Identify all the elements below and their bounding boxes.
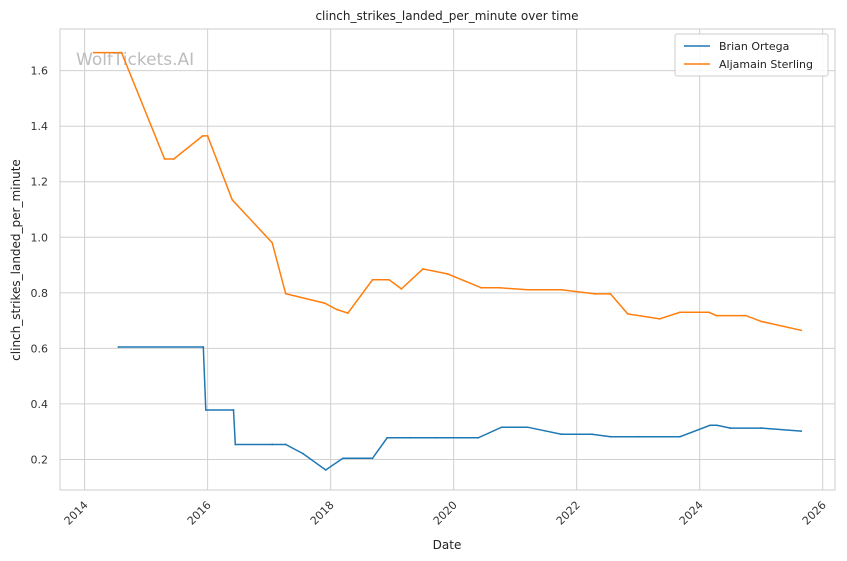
- y-tick-label: 1.4: [31, 120, 49, 133]
- data-point: [637, 435, 640, 438]
- x-axis-label: Date: [433, 538, 462, 552]
- data-point: [715, 314, 718, 317]
- data-point: [231, 198, 234, 201]
- y-axis-label: clinch_strikes_landed_per_minute: [9, 159, 23, 361]
- y-tick-label: 0.6: [31, 342, 49, 355]
- data-point: [324, 469, 327, 471]
- y-tick-label: 0.2: [31, 453, 49, 466]
- data-point: [709, 424, 712, 427]
- data-point: [201, 135, 204, 137]
- data-point: [284, 292, 287, 295]
- data-point: [371, 457, 374, 460]
- legend: Brian Ortega Aljamain Sterling: [674, 33, 829, 77]
- y-gridlines: [60, 70, 835, 460]
- data-point: [480, 286, 483, 289]
- data-point: [594, 293, 597, 295]
- series-layer: [92, 51, 803, 471]
- y-tick-label: 1.2: [31, 176, 49, 189]
- data-point: [498, 286, 501, 289]
- data-point: [172, 158, 175, 160]
- data-point: [744, 314, 747, 317]
- data-point: [560, 433, 563, 436]
- data-point: [204, 409, 207, 411]
- data-point: [477, 436, 480, 439]
- y-tick-labels: 0.2 0.4 0.6 0.8 1.0 1.2 1.4 1.6: [31, 65, 49, 467]
- data-point: [388, 278, 390, 281]
- data-point: [342, 457, 344, 460]
- chart-title: clinch_strikes_landed_per_minute over ti…: [315, 9, 578, 23]
- data-point: [371, 278, 374, 281]
- data-point: [716, 424, 718, 427]
- data-point: [232, 409, 235, 411]
- data-point: [526, 426, 529, 429]
- data-point: [626, 313, 629, 315]
- data-point: [302, 452, 304, 455]
- legend-label-aljamain-sterling: Aljamain Sterling: [719, 58, 813, 71]
- data-point: [760, 320, 763, 323]
- data-point: [421, 268, 424, 270]
- data-point: [526, 288, 529, 291]
- y-tick-label: 1.0: [31, 231, 49, 244]
- data-point: [284, 443, 287, 446]
- data-point: [658, 318, 661, 320]
- data-point: [271, 241, 274, 244]
- y-tick-label: 0.8: [31, 287, 49, 300]
- data-point: [591, 433, 593, 436]
- x-gridlines: [84, 29, 824, 490]
- legend-box: [674, 33, 829, 77]
- series-aljamain-sterling: [92, 51, 803, 332]
- data-point: [679, 435, 681, 438]
- data-point: [346, 312, 349, 314]
- data-point: [609, 435, 612, 438]
- watermark: WolfTickets.AI: [76, 50, 194, 70]
- data-point: [400, 288, 403, 290]
- data-point: [117, 346, 120, 348]
- data-point: [560, 288, 563, 291]
- data-point: [323, 302, 326, 305]
- data-point: [679, 311, 681, 314]
- data-point: [202, 346, 205, 348]
- data-point: [92, 51, 95, 54]
- y-tick-label: 1.6: [31, 65, 49, 78]
- plot-frame: [59, 28, 836, 491]
- y-tick-label: 0.4: [31, 398, 49, 411]
- data-point: [386, 436, 389, 439]
- data-point: [800, 329, 803, 332]
- data-point: [609, 293, 612, 295]
- data-point: [163, 158, 166, 160]
- data-point: [409, 436, 412, 439]
- data-point: [120, 51, 123, 54]
- legend-label-brian-ortega: Brian Ortega: [719, 40, 789, 53]
- data-point: [335, 308, 338, 311]
- data-point: [729, 427, 732, 429]
- data-point: [800, 430, 803, 433]
- data-point: [271, 443, 274, 446]
- data-point: [760, 427, 763, 429]
- data-point: [446, 273, 449, 275]
- data-point: [708, 311, 710, 314]
- data-point: [500, 426, 503, 429]
- series-brian-ortega: [117, 346, 803, 471]
- data-point: [234, 443, 237, 446]
- data-point: [434, 436, 437, 439]
- data-point: [206, 135, 209, 137]
